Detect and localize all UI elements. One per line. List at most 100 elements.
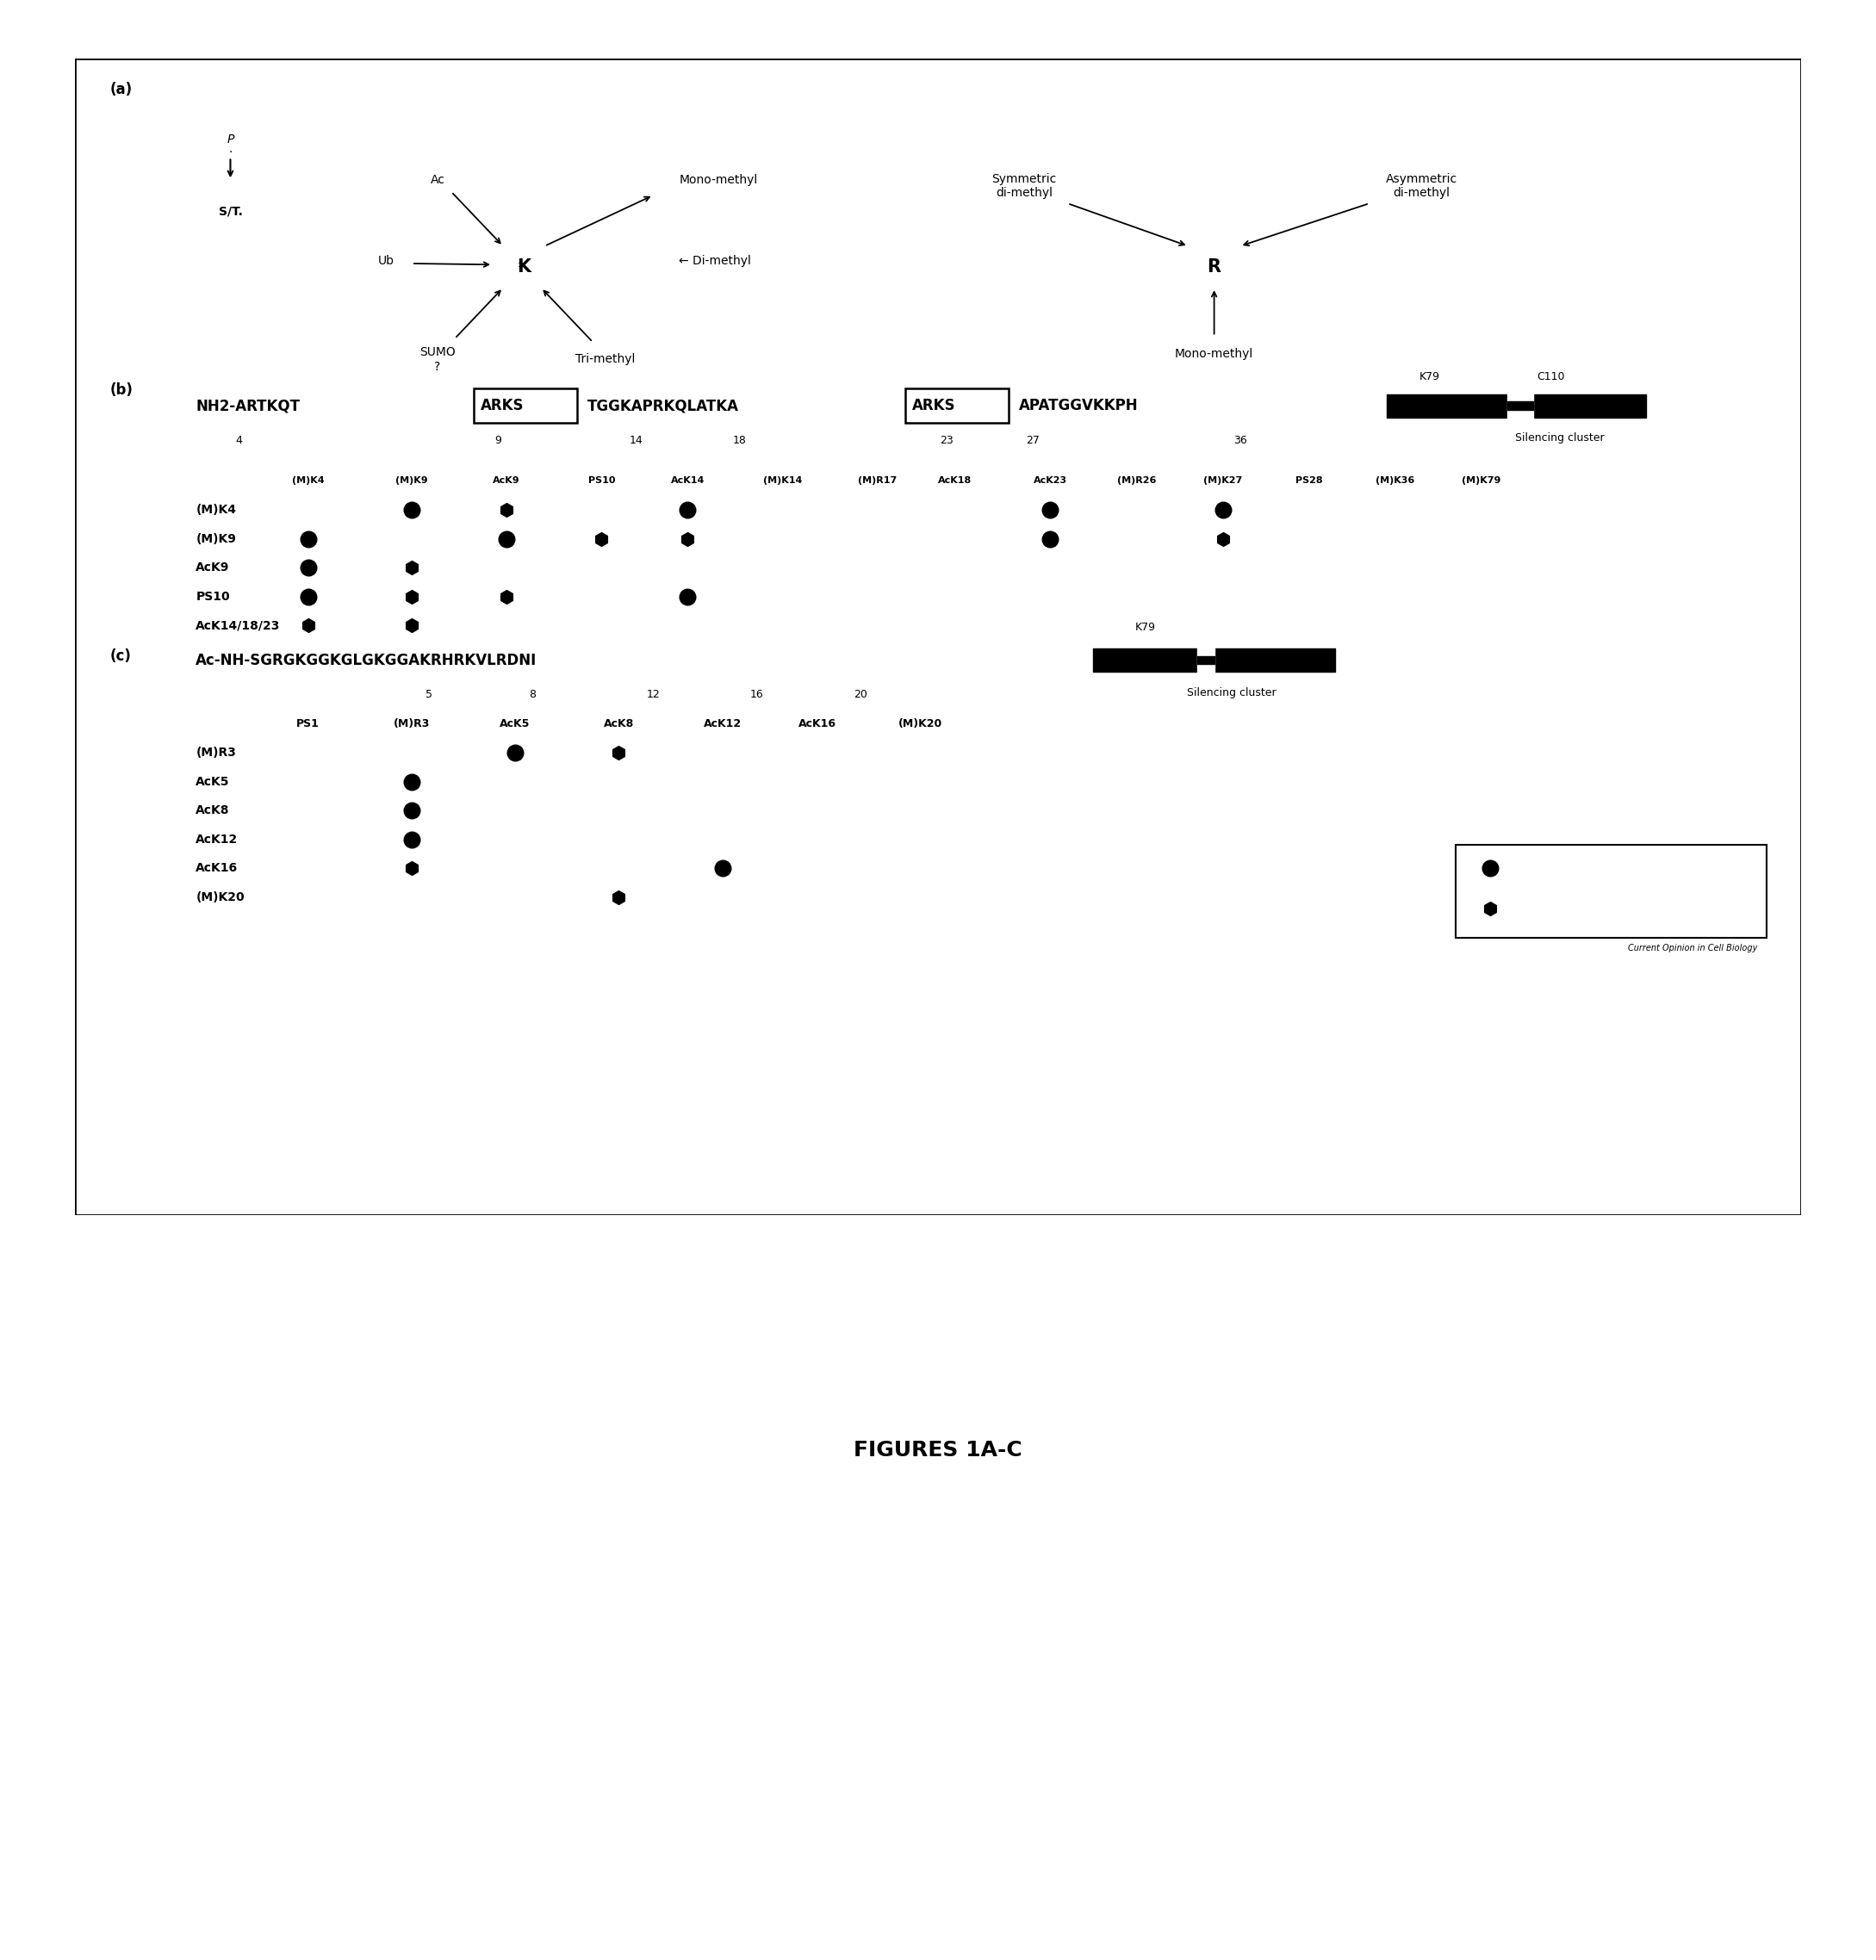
Point: [673, 523, 704, 555]
Point: [1036, 523, 1066, 555]
Text: SUMO
?: SUMO ?: [420, 347, 456, 372]
Point: [396, 580, 426, 612]
Point: [396, 853, 426, 884]
Point: [396, 494, 426, 525]
Text: AcK14: AcK14: [672, 476, 705, 486]
Text: Ub: Ub: [377, 255, 394, 267]
Point: [1208, 523, 1238, 555]
Text: (M)K20: (M)K20: [899, 717, 944, 729]
Point: [707, 853, 737, 884]
Text: (M)K4: (M)K4: [293, 476, 325, 486]
Text: .: .: [229, 143, 233, 155]
Text: ARKS: ARKS: [480, 398, 523, 414]
Text: 18: 18: [734, 435, 747, 445]
Text: (M)R26: (M)R26: [1116, 476, 1156, 486]
Point: [492, 523, 522, 555]
Point: [1208, 494, 1238, 525]
Text: Silencing cluster: Silencing cluster: [1188, 686, 1276, 698]
Text: S/T.: S/T.: [218, 206, 242, 218]
Text: Repressive: Repressive: [1533, 904, 1608, 915]
Text: (M)R17: (M)R17: [857, 476, 897, 486]
Point: [604, 737, 634, 768]
Text: (M)K27: (M)K27: [1203, 476, 1242, 486]
Bar: [1456, 845, 1767, 937]
Point: [293, 580, 323, 612]
Text: P: P: [227, 133, 234, 145]
Text: (M)K20: (M)K20: [195, 892, 244, 904]
Text: PS1: PS1: [296, 717, 319, 729]
Point: [587, 523, 617, 555]
Text: PS10: PS10: [587, 476, 615, 486]
Text: K: K: [516, 259, 531, 276]
Text: 23: 23: [940, 435, 953, 445]
Point: [492, 494, 522, 525]
Point: [492, 580, 522, 612]
Text: :: :: [518, 261, 520, 269]
Text: (M)R3: (M)R3: [195, 747, 236, 759]
Point: [396, 796, 426, 827]
Text: 12: 12: [647, 690, 660, 700]
Text: 5: 5: [426, 690, 431, 700]
Point: [673, 580, 704, 612]
Text: (M)K4: (M)K4: [195, 504, 236, 515]
Text: ← Di-methyl: ← Di-methyl: [679, 255, 752, 267]
Text: APATGGVKKPH: APATGGVKKPH: [1019, 398, 1139, 414]
Text: K79: K79: [1420, 370, 1441, 382]
Text: TGGKAPRKQLATKA: TGGKAPRKQLATKA: [587, 398, 739, 414]
Text: (c): (c): [109, 649, 131, 664]
Text: R: R: [1208, 259, 1221, 276]
Text: (M)K9: (M)K9: [195, 533, 236, 545]
Text: Ac-NH-SGRGKGGKGLGKGGAKRHRKVLRDNI: Ac-NH-SGRGKGGKGLGKGGAKRHRKVLRDNI: [195, 653, 537, 668]
Point: [293, 553, 323, 584]
Text: AcK8: AcK8: [604, 717, 634, 729]
Text: FIGURES 1A-C: FIGURES 1A-C: [854, 1441, 1022, 1460]
Text: 27: 27: [1026, 435, 1039, 445]
Text: 8: 8: [529, 690, 537, 700]
Point: [1036, 494, 1066, 525]
Text: 20: 20: [854, 690, 867, 700]
Text: PS28: PS28: [1296, 476, 1323, 486]
Text: AcK9: AcK9: [493, 476, 520, 486]
Text: (M)K79: (M)K79: [1461, 476, 1501, 486]
Text: AcK14/18/23: AcK14/18/23: [195, 619, 281, 631]
Text: AcK18: AcK18: [938, 476, 972, 486]
Bar: [906, 388, 1009, 423]
Text: Ac: Ac: [430, 174, 445, 186]
Point: [293, 523, 323, 555]
Text: Asymmetric
di-methyl: Asymmetric di-methyl: [1386, 172, 1458, 200]
Point: [396, 766, 426, 798]
Text: AcK12: AcK12: [195, 833, 238, 845]
Text: Symmetric
di-methyl: Symmetric di-methyl: [992, 172, 1056, 200]
Point: [396, 610, 426, 641]
Text: (M)K14: (M)K14: [764, 476, 803, 486]
Text: AcK16: AcK16: [797, 717, 837, 729]
Text: AcK5: AcK5: [195, 776, 231, 788]
Text: Mono-methyl: Mono-methyl: [1174, 347, 1253, 361]
Text: AcK9: AcK9: [195, 563, 229, 574]
Point: [396, 823, 426, 855]
Text: Tri-methyl: Tri-methyl: [576, 353, 636, 365]
Text: (M)K36: (M)K36: [1375, 476, 1415, 486]
Point: [1475, 853, 1505, 884]
Text: 4: 4: [236, 435, 242, 445]
Point: [1475, 894, 1505, 925]
Point: [604, 882, 634, 913]
Text: (a): (a): [109, 82, 131, 98]
Text: AcK8: AcK8: [195, 804, 231, 817]
Text: Permissive: Permissive: [1533, 862, 1608, 874]
Text: C110: C110: [1536, 370, 1565, 382]
Text: 16: 16: [750, 690, 764, 700]
Text: (M)K9: (M)K9: [396, 476, 428, 486]
Text: AcK5: AcK5: [499, 717, 531, 729]
Point: [501, 737, 531, 768]
Text: AcK16: AcK16: [195, 862, 238, 874]
Point: [293, 610, 323, 641]
Text: (M)R3: (M)R3: [394, 717, 430, 729]
Text: Silencing cluster: Silencing cluster: [1514, 433, 1604, 443]
Bar: [475, 388, 578, 423]
Text: NH2-ARTKQT: NH2-ARTKQT: [195, 398, 300, 414]
Point: [396, 553, 426, 584]
Text: (b): (b): [109, 382, 133, 398]
Text: 36: 36: [1233, 435, 1248, 445]
Text: PS10: PS10: [195, 590, 231, 602]
